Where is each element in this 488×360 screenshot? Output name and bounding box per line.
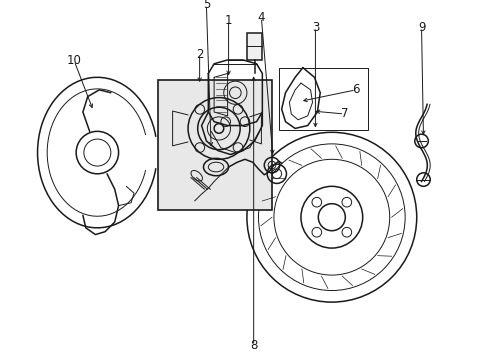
Bar: [278, 68, 367, 130]
Text: 8: 8: [249, 339, 257, 352]
Text: 10: 10: [67, 54, 81, 67]
Text: 6: 6: [351, 84, 359, 96]
Text: 4: 4: [257, 11, 264, 24]
Text: 2: 2: [196, 48, 203, 60]
Text: 1: 1: [224, 14, 232, 27]
Bar: [246, 33, 262, 60]
Text: 3: 3: [311, 21, 319, 33]
Text: 7: 7: [340, 108, 347, 121]
Text: 9: 9: [417, 21, 425, 33]
Bar: [158, 80, 271, 211]
Text: 5: 5: [203, 0, 210, 12]
